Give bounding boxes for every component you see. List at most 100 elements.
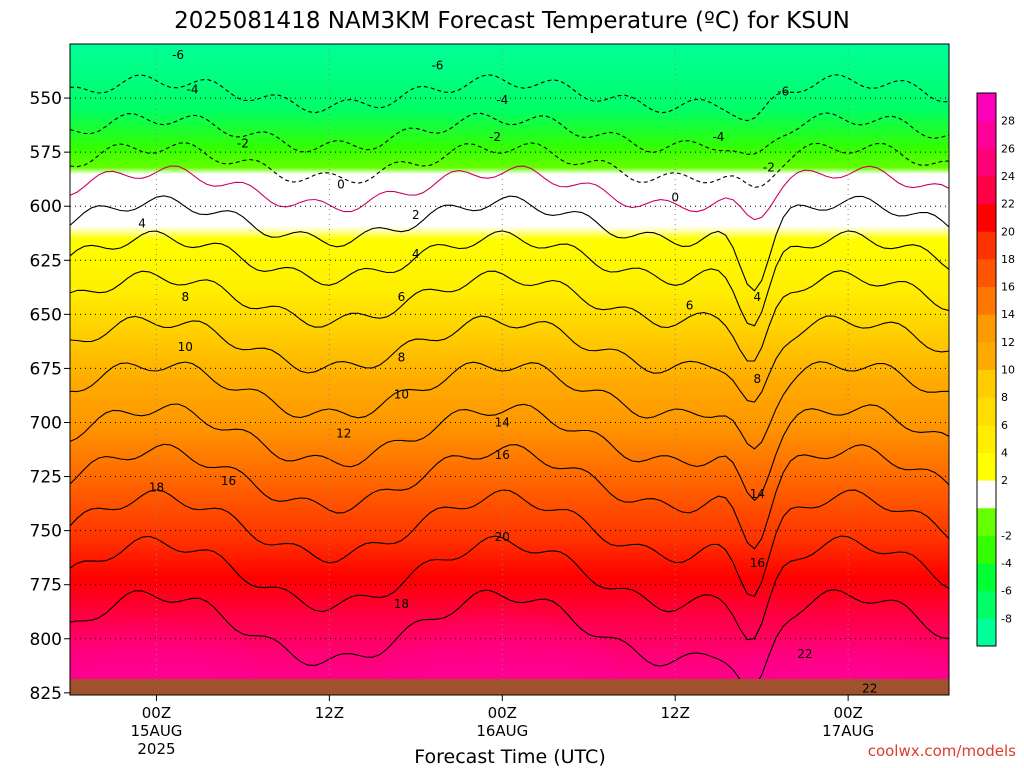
contour-line: [70, 270, 949, 362]
contour-label: -4: [712, 130, 724, 144]
colorbar-swatch: [977, 120, 996, 149]
contour-label: 4: [754, 290, 762, 304]
colorbar-label: 26: [1001, 142, 1015, 155]
plot-frame: [69, 43, 950, 696]
contour-label: -2: [763, 160, 775, 174]
colorbar-label: 22: [1001, 198, 1015, 211]
contour-line: [70, 74, 949, 122]
y-tick-label: 625: [30, 251, 62, 271]
x-tick-label: 16AUG: [476, 722, 528, 740]
contour-label: 22: [797, 647, 812, 661]
colorbar-label: 2: [1001, 474, 1008, 487]
x-tick-label: 15AUG: [130, 722, 182, 740]
contour-labels: -6 -6 -6 -4 -4 -4 -2 -2 -2 0 0 4 2 4 6 6 4 8 8 8 10 10 12 14 14 1…: [138, 48, 877, 696]
contour-label: -6: [431, 59, 443, 73]
contour-line: [70, 443, 949, 550]
x-tick-label: 00Z: [142, 704, 171, 722]
colorbar-swatch: [977, 563, 996, 592]
contour-label: 16: [495, 448, 510, 462]
y-tick-label: 600: [30, 197, 62, 217]
plot-area: [70, 44, 949, 695]
colorbar-label: 12: [1001, 336, 1015, 349]
colorbar-swatch: [977, 590, 996, 619]
colorbar-swatch: [977, 424, 996, 453]
contour-line: [70, 361, 949, 450]
x-tick-label: 12Z: [315, 704, 344, 722]
colorbar-label: -8: [1001, 612, 1012, 625]
x-tick-label: 00Z: [833, 704, 862, 722]
colorbar-label: 24: [1001, 170, 1015, 183]
contour-label: 6: [398, 290, 406, 304]
contour-label: -2: [489, 130, 501, 144]
contour-label: 8: [181, 290, 189, 304]
y-tick-label: 775: [30, 576, 62, 596]
contour-label: 18: [394, 597, 409, 611]
colorbar-swatch: [977, 175, 996, 205]
colorbar-swatch: [977, 480, 996, 509]
y-tick-label: 550: [30, 89, 62, 109]
x-axis-label: Forecast Time (UTC): [414, 746, 605, 768]
colorbar-swatch: [977, 258, 996, 288]
colorbar-label: 8: [1001, 391, 1008, 404]
contour-line: [70, 230, 949, 327]
contour-line: [70, 535, 949, 641]
contour-label: 8: [754, 372, 762, 386]
warm-core-16aug: [380, 585, 620, 695]
contour-label: 18: [149, 480, 164, 494]
colorbar-swatch: [977, 93, 996, 122]
contour-label: 10: [394, 387, 409, 401]
y-tick-label: 575: [30, 143, 62, 163]
warm-core-17aug: [730, 610, 949, 695]
colorbar-label: -2: [1001, 529, 1012, 542]
contour-label: 22: [862, 682, 877, 696]
contour-label: -6: [172, 48, 184, 62]
contour-line: [70, 165, 949, 221]
contour-line: [70, 315, 949, 403]
contour-line: [70, 195, 949, 292]
contour-label: 4: [138, 217, 146, 231]
ground-surface: [70, 679, 949, 695]
warm-core-15aug: [70, 595, 260, 695]
colorbar-label: 28: [1001, 115, 1015, 128]
chart-title: 2025081418 NAM3KM Forecast Temperature (…: [174, 8, 850, 34]
contour-label: -6: [777, 85, 789, 99]
colorbar-label: -6: [1001, 585, 1012, 598]
colorbar-swatch: [977, 369, 996, 398]
contour-label: 8: [398, 351, 406, 365]
contour-lines: [70, 74, 949, 689]
colorbar-label: 6: [1001, 419, 1008, 432]
contour-label: 14: [750, 487, 765, 501]
colorbar-swatch: [977, 452, 996, 481]
contour-line: [70, 589, 949, 689]
contour-label: 16: [221, 474, 236, 488]
contour-label: 0: [337, 178, 345, 192]
y-tick-label: 700: [30, 413, 62, 433]
colorbar-swatch: [977, 286, 996, 315]
contour-line: [70, 403, 949, 502]
y-axis: 550 575 600 625 650 675 700 725 750 775 800 825: [30, 89, 70, 704]
colorbar-swatch: [977, 341, 996, 370]
colorbar-label: 4: [1001, 446, 1008, 459]
y-tick-label: 825: [30, 684, 62, 704]
contour-label: 2: [412, 208, 420, 222]
x-tick-label: 17AUG: [822, 722, 874, 740]
colorbar-frame: [976, 92, 997, 647]
contour-label: 10: [178, 340, 193, 354]
colorbar-swatch: [977, 314, 996, 343]
contour-label: 4: [412, 247, 420, 261]
colorbar-label: 14: [1001, 308, 1015, 321]
x-tick-label: 12Z: [661, 704, 690, 722]
colorbar-swatch: [977, 203, 996, 232]
colorbar-swatch: [977, 618, 996, 647]
credit-text: coolwx.com/models: [868, 742, 1016, 760]
y-tick-label: 725: [30, 468, 62, 488]
y-tick-label: 650: [30, 305, 62, 325]
contour-line: [70, 489, 949, 597]
colorbar-swatch: [977, 397, 996, 426]
colorbar-label: 18: [1001, 253, 1015, 266]
contour-label: -4: [496, 93, 508, 107]
contour-line: [70, 112, 949, 155]
contour-label: 6: [686, 299, 694, 313]
